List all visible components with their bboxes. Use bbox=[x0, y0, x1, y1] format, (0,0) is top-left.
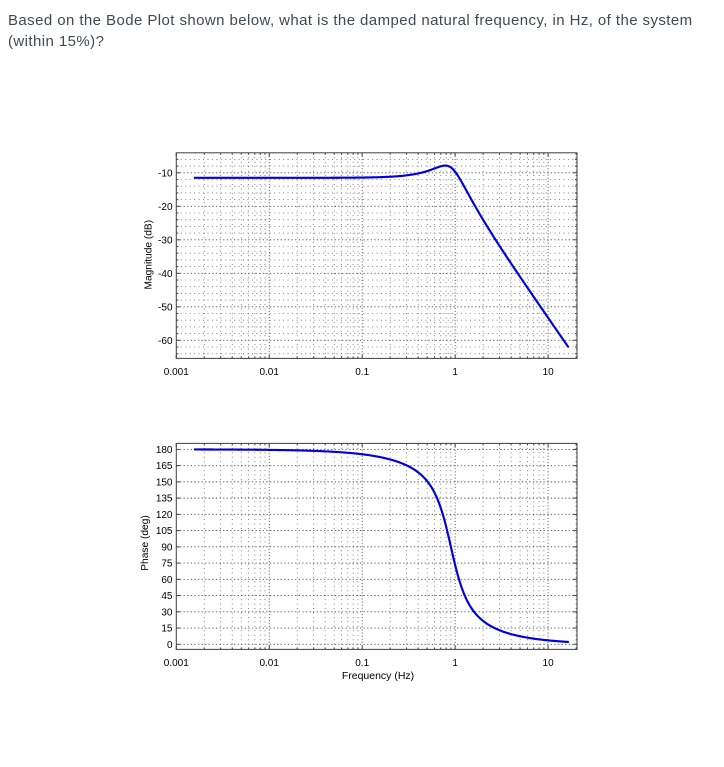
svg-text:-20: -20 bbox=[158, 202, 173, 213]
svg-text:105: 105 bbox=[156, 526, 173, 537]
svg-text:Frequency (Hz): Frequency (Hz) bbox=[342, 670, 414, 682]
svg-text:-60: -60 bbox=[158, 336, 173, 347]
svg-text:0.001: 0.001 bbox=[164, 367, 189, 378]
svg-text:135: 135 bbox=[156, 494, 173, 505]
svg-text:180: 180 bbox=[156, 445, 173, 456]
svg-text:150: 150 bbox=[156, 477, 173, 488]
svg-text:15: 15 bbox=[161, 624, 173, 635]
svg-text:10: 10 bbox=[543, 367, 555, 378]
svg-text:1: 1 bbox=[452, 367, 458, 378]
svg-text:90: 90 bbox=[161, 542, 173, 553]
svg-text:60: 60 bbox=[161, 575, 173, 586]
svg-text:Phase (deg): Phase (deg) bbox=[140, 515, 151, 571]
svg-text:0.1: 0.1 bbox=[355, 658, 369, 669]
svg-text:-50: -50 bbox=[158, 302, 173, 313]
svg-text:45: 45 bbox=[161, 591, 173, 602]
svg-text:0: 0 bbox=[167, 640, 173, 651]
svg-text:120: 120 bbox=[156, 510, 173, 521]
svg-text:165: 165 bbox=[156, 461, 173, 472]
svg-text:10: 10 bbox=[543, 658, 555, 669]
svg-text:30: 30 bbox=[161, 607, 173, 618]
svg-text:0.001: 0.001 bbox=[164, 658, 189, 669]
svg-text:0.01: 0.01 bbox=[259, 367, 279, 378]
svg-text:0.1: 0.1 bbox=[355, 367, 369, 378]
svg-text:-10: -10 bbox=[158, 168, 173, 179]
svg-text:0.01: 0.01 bbox=[259, 658, 279, 669]
svg-text:-40: -40 bbox=[158, 269, 173, 280]
svg-text:Magnitude (dB): Magnitude (dB) bbox=[144, 220, 155, 290]
svg-text:75: 75 bbox=[161, 559, 173, 570]
svg-text:-30: -30 bbox=[158, 235, 173, 246]
svg-text:1: 1 bbox=[452, 658, 458, 669]
